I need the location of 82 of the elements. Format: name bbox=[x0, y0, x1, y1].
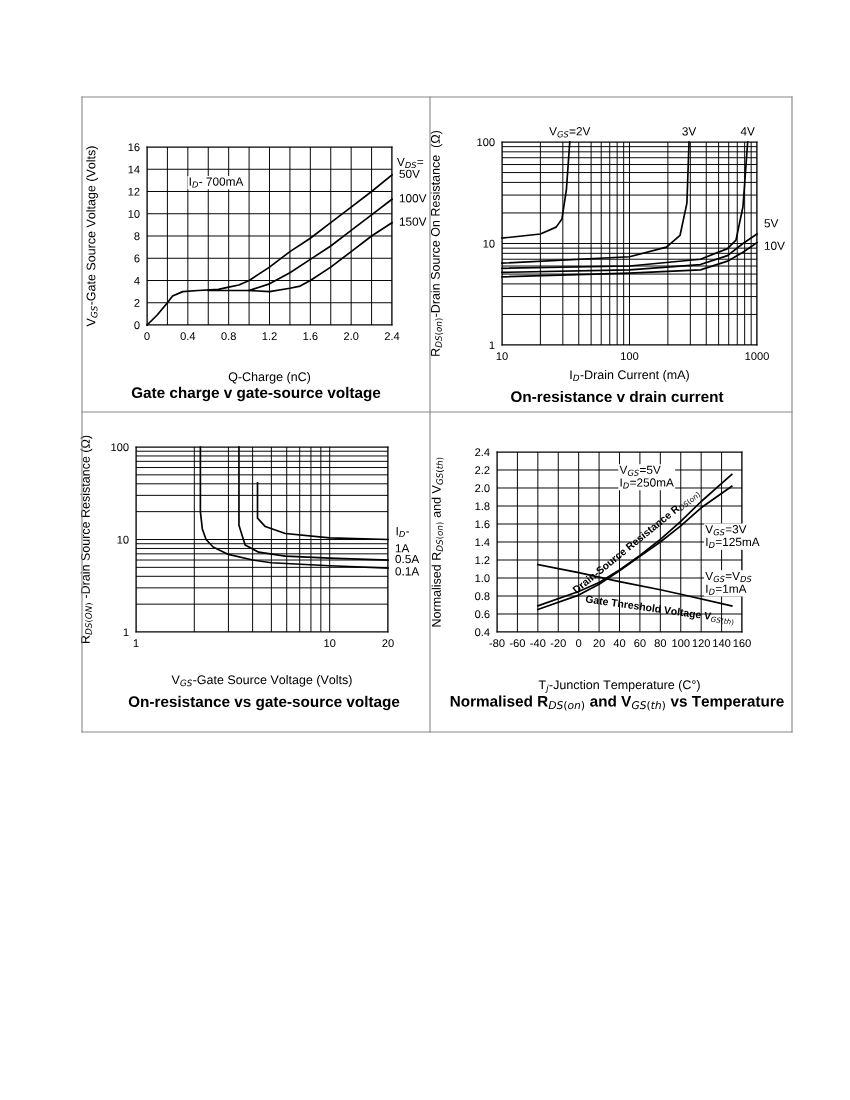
x-tick-label: 10 bbox=[496, 352, 508, 361]
x-tick-label: 1000 bbox=[745, 352, 769, 361]
series-label: 0.5A bbox=[395, 554, 420, 564]
x-tick-label: 140 bbox=[713, 639, 731, 648]
x-tick-label: 160 bbox=[733, 639, 751, 648]
x-tick-label: -80 bbox=[489, 639, 505, 648]
x-axis-title: T$_{j}$-Junction Temperature (C°) bbox=[538, 680, 700, 693]
y-axis-title: V$_{GS}$-Gate Source Voltage (Volts) bbox=[86, 146, 98, 327]
x-tick-label: 0 bbox=[144, 332, 150, 341]
y-tick-label: 1.6 bbox=[475, 520, 490, 529]
y-axis-title: R$_{DS(ON)}$ -Drain Source Resistance (Ω) bbox=[80, 435, 93, 644]
text: V$_{GS}$=3V I$_{D}$=125mA bbox=[705, 525, 760, 548]
y-tick-label: 0.8 bbox=[475, 592, 490, 601]
x-tick-label: 100 bbox=[672, 639, 690, 648]
text: On-resistance vs gate-source voltage bbox=[128, 695, 400, 711]
series-label: 3V bbox=[682, 127, 697, 136]
x-tick-label: 100 bbox=[621, 352, 639, 361]
y-tick-label: 0.4 bbox=[475, 628, 490, 637]
annotation: Drain-Source Resistance R$_{DS(on)}$ bbox=[572, 488, 701, 596]
series-label: 10V bbox=[764, 241, 785, 250]
series-label: 1A bbox=[395, 544, 410, 553]
x-tick-label: 120 bbox=[692, 639, 710, 648]
y-tick-label: 10 bbox=[117, 535, 129, 544]
x-tick-label: 1.2 bbox=[262, 332, 277, 340]
y-tick-label: 10 bbox=[483, 239, 495, 248]
y-tick-label: 100 bbox=[111, 443, 129, 452]
x-axis-title: Q-Charge (nC) bbox=[228, 372, 311, 384]
y-tick-label: 2.4 bbox=[475, 448, 490, 457]
series-label: 100V bbox=[399, 194, 427, 203]
text: On-resistance v drain current bbox=[511, 390, 724, 403]
series-label: 50V bbox=[399, 169, 420, 178]
y-tick-label: 1.0 bbox=[475, 574, 490, 583]
text: Gate charge v gate-source voltage bbox=[131, 386, 381, 402]
x-tick-label: -40 bbox=[530, 639, 546, 648]
y-tick-label: 8 bbox=[134, 232, 140, 241]
y-tick-label: 10 bbox=[128, 210, 140, 218]
y-tick-label: 2.2 bbox=[475, 466, 490, 475]
text: V$_{GS}$=5V I$_{D}$=250mA bbox=[619, 465, 674, 489]
y-tick-label: 1.2 bbox=[475, 556, 490, 565]
y-tick-label: 4 bbox=[134, 276, 140, 285]
x-tick-label: 10 bbox=[324, 639, 336, 648]
series-label: 5V bbox=[764, 219, 779, 228]
y-tick-label: 6 bbox=[134, 254, 140, 263]
x-axis-title: I$_{D}$-Drain Current (mA) bbox=[570, 370, 689, 382]
y-tick-label: 14 bbox=[128, 165, 140, 174]
y-tick-label: 100 bbox=[477, 138, 495, 147]
text: I$_{D}$- bbox=[396, 527, 410, 538]
x-tick-label: 20 bbox=[593, 639, 605, 648]
text: V$_{DS}$= bbox=[396, 157, 424, 169]
x-tick-label: 40 bbox=[613, 639, 626, 648]
y-tick-label: 1.4 bbox=[475, 538, 490, 547]
y-tick-label: 1.8 bbox=[475, 502, 490, 511]
y-axis-title: R$_{DS(on)}$-Drain Source On Resistance (Ω) bbox=[430, 130, 443, 356]
x-axis-title: V$_{GS}$-Gate Source Voltage (Volts) bbox=[171, 675, 352, 687]
x-tick-label: -60 bbox=[509, 639, 526, 648]
x-tick-label: 0.4 bbox=[180, 332, 196, 341]
series-label: 150V bbox=[399, 217, 427, 226]
y-tick-label: 1 bbox=[489, 341, 495, 350]
annotation: I$_{D}$- 700mA bbox=[189, 177, 244, 188]
series-label: 4V bbox=[740, 127, 755, 136]
y-tick-label: 2 bbox=[134, 299, 140, 307]
x-tick-label: 80 bbox=[654, 639, 667, 648]
y-tick-label: 2.0 bbox=[475, 484, 490, 493]
series-label: V$_{GS}$=2V bbox=[549, 127, 591, 138]
y-tick-label: 16 bbox=[128, 143, 140, 152]
text: Normalised R$_{DS(on)}$ and V$_{GS(th)}$ vs Temperature bbox=[450, 695, 784, 711]
y-tick-label: 1 bbox=[123, 628, 129, 637]
y-tick-label: 0 bbox=[134, 321, 140, 330]
y-tick-label: 0.6 bbox=[475, 610, 490, 619]
x-tick-label: 2.4 bbox=[384, 332, 400, 340]
x-tick-label: -20 bbox=[550, 639, 566, 648]
x-tick-label: 20 bbox=[382, 639, 394, 648]
annotation: Gate Threshold Voltage V$_{GS(th)}$ bbox=[585, 594, 735, 626]
text: V$_{GS}$=V$_{DS}$ I$_{D}$=1mA bbox=[705, 571, 752, 595]
x-tick-label: 1.6 bbox=[303, 332, 318, 341]
x-tick-label: 60 bbox=[634, 639, 646, 648]
x-tick-label: 0 bbox=[576, 639, 582, 648]
series-label: 0.1A bbox=[395, 567, 420, 576]
x-tick-label: 0.8 bbox=[221, 332, 236, 341]
y-axis-title: Normalised R$_{DS(on)}$ and V$_{GS(th)}$ bbox=[431, 457, 444, 627]
y-tick-label: 12 bbox=[128, 187, 140, 196]
x-tick-label: 2.0 bbox=[344, 332, 359, 341]
